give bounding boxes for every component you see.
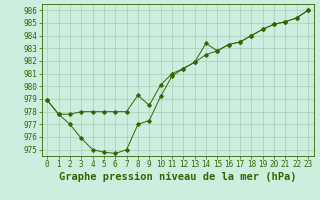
X-axis label: Graphe pression niveau de la mer (hPa): Graphe pression niveau de la mer (hPa) [59,172,296,182]
